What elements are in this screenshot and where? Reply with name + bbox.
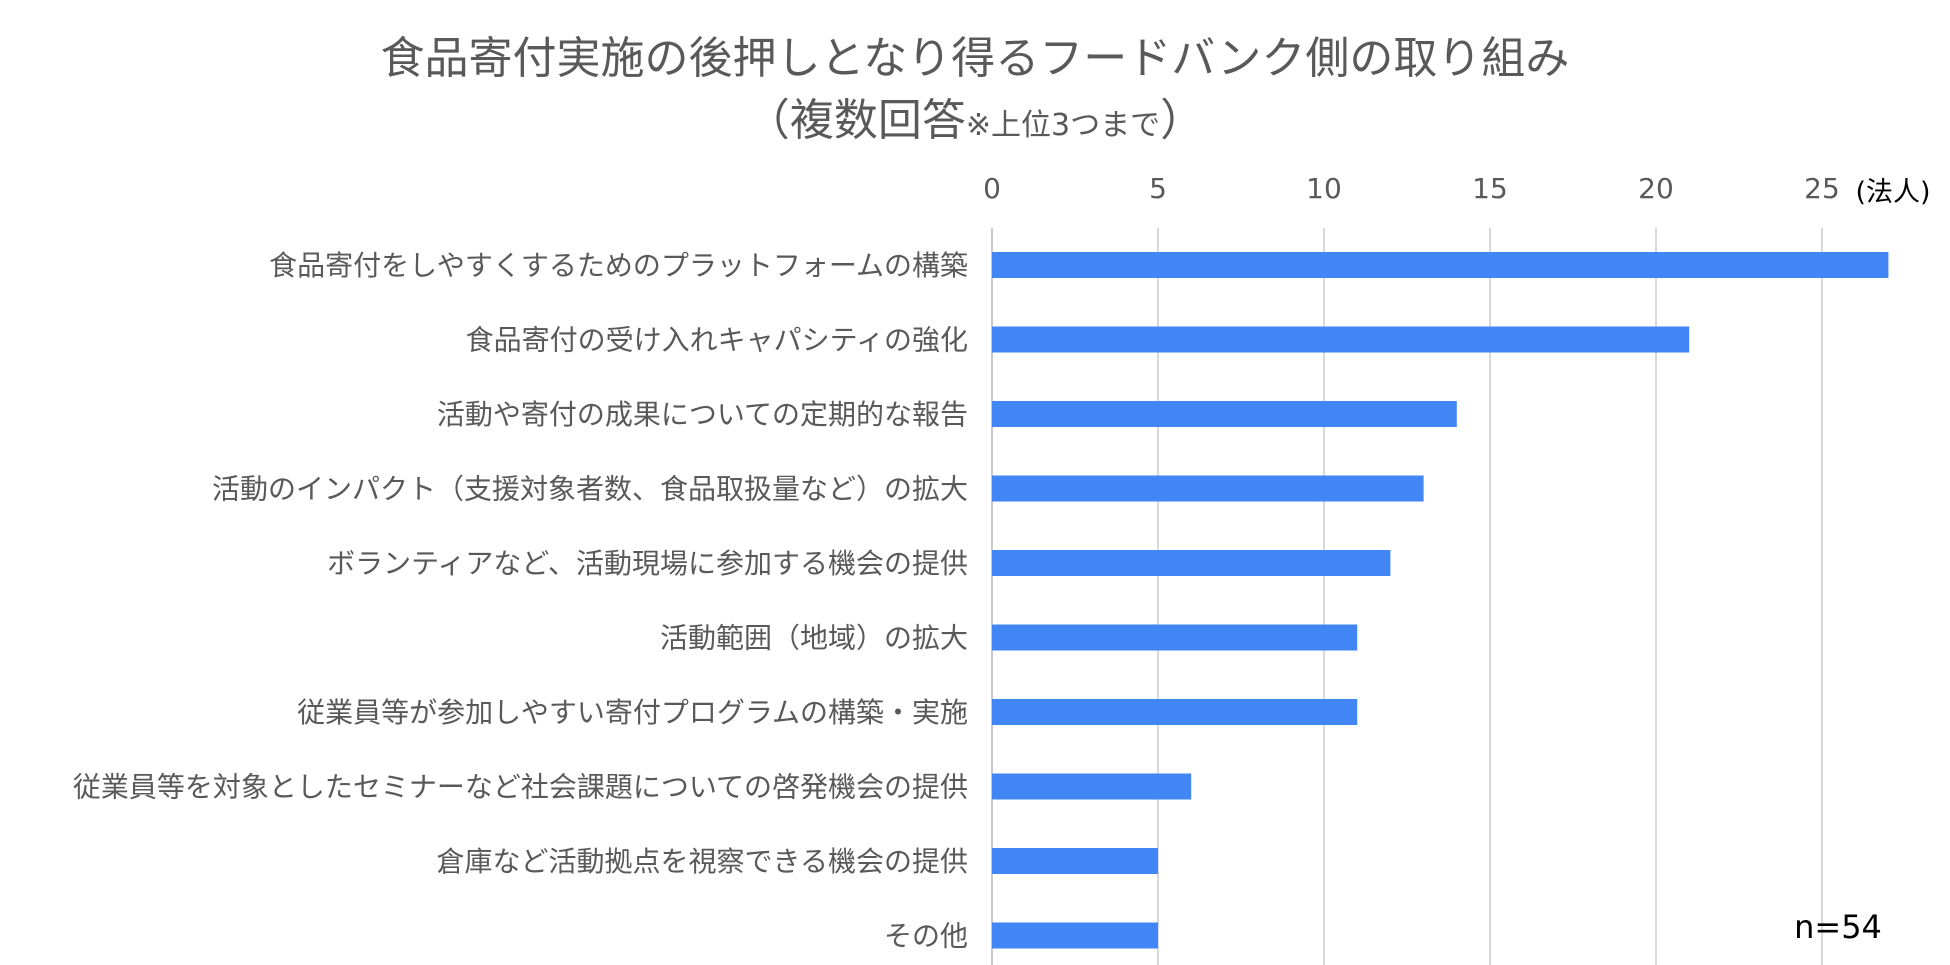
subtitle-open-paren: （ — [745, 95, 790, 146]
bar — [992, 252, 1889, 278]
category-label: 従業員等が参加しやすい寄付プログラムの構築・実施 — [297, 696, 968, 729]
bar — [992, 773, 1192, 800]
x-tick-label: 5 — [1149, 172, 1167, 205]
category-label: 活動や寄付の成果についての定期的な報告 — [437, 398, 968, 431]
x-tick-label: 25 — [1804, 172, 1840, 205]
category-label: その他 — [884, 920, 968, 953]
unit-label: (法人) — [1855, 177, 1930, 208]
category-label: ボランティアなど、活動現場に参加する機会の提供 — [327, 547, 968, 580]
sample-note: n=54 — [1794, 908, 1882, 946]
bar — [992, 624, 1358, 651]
category-label: 活動範囲（地域）の拡大 — [660, 622, 968, 655]
category-label: 活動のインパクト（支援対象者数、食品取扱量など）の拡大 — [212, 473, 968, 506]
category-label: 従業員等を対象としたセミナーなど社会課題についての啓発機会の提供 — [73, 771, 968, 804]
bar — [992, 475, 1424, 502]
chart-subtitle: （複数回答※上位3つまで） — [0, 84, 1950, 148]
bar — [992, 550, 1391, 576]
x-tick-label: 20 — [1638, 172, 1674, 205]
bar — [992, 401, 1457, 427]
category-label: 食品寄付の受け入れキャパシティの強化 — [466, 324, 968, 357]
subtitle-note: ※上位3つまで — [965, 108, 1161, 143]
bar — [992, 326, 1690, 353]
bar — [992, 922, 1158, 949]
tick-layer: 0 5 10 15 20 25 — [983, 172, 1840, 205]
subtitle-main: 複数回答 — [789, 95, 966, 146]
subtitle-close-paren: ） — [1160, 95, 1205, 146]
category-label: 食品寄付をしやすくするためのプラットフォームの構築 — [269, 249, 968, 282]
category-label: 倉庫など活動拠点を視察できる機会の提供 — [437, 845, 968, 878]
x-tick-label: 0 — [983, 172, 1001, 205]
label-layer: 食品寄付をしやすくするためのプラットフォームの構築食品寄付の受け入れキャパシティ… — [73, 249, 968, 953]
x-tick-label: 10 — [1306, 172, 1342, 205]
bar — [992, 848, 1158, 874]
x-tick-label: 15 — [1472, 172, 1508, 205]
bar-layer — [992, 252, 1889, 949]
bar — [992, 699, 1358, 725]
chart-title: 食品寄付実施の後押しとなり得るフードバンク側の取り組み — [380, 33, 1570, 84]
